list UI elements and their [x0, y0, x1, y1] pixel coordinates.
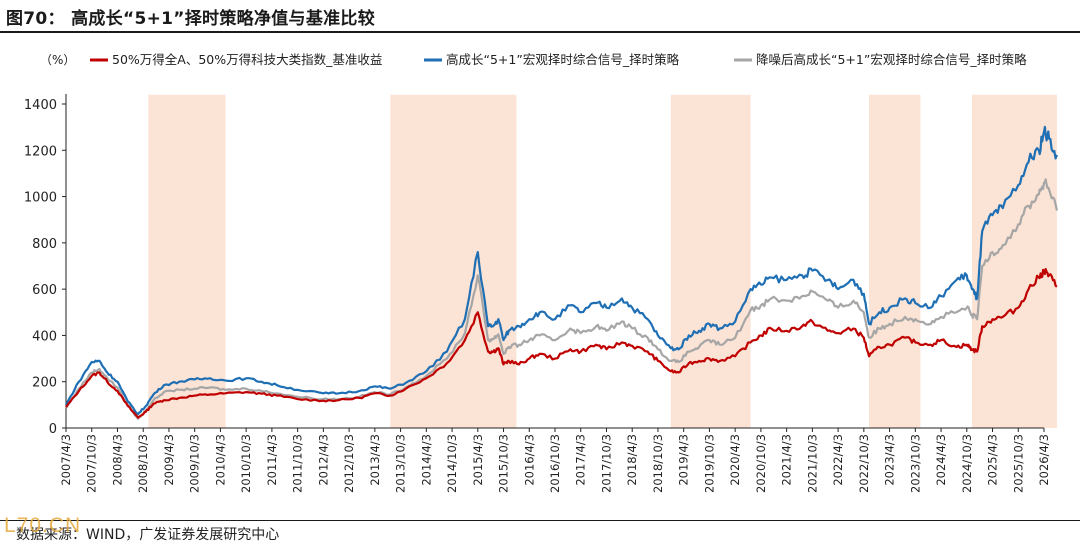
x-tick-label: 2025/10/3 [1011, 434, 1025, 493]
x-tick-label: 2009/10/3 [188, 434, 202, 493]
legend-label-2: 降噪后高成长“5+1”宏观择时综合信号_择时策略 [756, 52, 1027, 67]
x-tick-label: 2008/4/3 [110, 434, 124, 486]
x-tick-label: 2013/10/3 [394, 434, 408, 493]
legend: 50%万得全A、50%万得科技大类指数_基准收益 高成长“5+1”宏观择时综合信号… [90, 52, 1027, 67]
y-tick-label: 600 [32, 283, 57, 298]
series-line-2 [65, 178, 1058, 420]
y-tick-label: 800 [32, 237, 57, 252]
x-tick-label: 2024/10/3 [960, 434, 974, 493]
x-tick-label: 2019/4/3 [677, 434, 691, 486]
series-line-1 [65, 125, 1058, 416]
line-chart: 0 200 400 600 800 1000 1200 1400 （%） 2007/4/3 2007… [24, 52, 1058, 493]
y-tick-label: 1400 [24, 98, 57, 113]
x-tick-label: 2016/4/3 [522, 434, 536, 486]
x-tick-label: 2017/4/3 [574, 434, 588, 486]
y-unit-label: （%） [40, 53, 75, 67]
shaded-period-3 [868, 94, 921, 428]
x-tick-label: 2021/10/3 [805, 434, 819, 493]
x-tick-label: 2014/10/3 [445, 434, 459, 493]
x-tick-label: 2023/10/3 [908, 434, 922, 493]
shaded-period-2 [670, 94, 751, 428]
x-tick-label: 2022/10/3 [857, 434, 871, 493]
y-tick-label: 0 [49, 422, 57, 437]
shaded-period-0 [148, 94, 226, 428]
axes: 0 200 400 600 800 1000 1200 1400 （%） 2007/4/3 2007… [24, 53, 1051, 493]
y-tick-label: 400 [32, 329, 57, 344]
chart-title: 图70： 高成长“5+1”择时策略净值与基准比较 [6, 9, 376, 29]
watermark: L70.CN [4, 514, 82, 537]
y-tick-label: 200 [32, 376, 57, 391]
x-tick-label: 2017/10/3 [599, 434, 613, 493]
x-tick-label: 2025/4/3 [986, 434, 1000, 486]
x-tick-label: 2019/10/3 [702, 434, 716, 493]
y-tick-label: 1200 [24, 144, 57, 159]
source-note: 数据来源：WIND，广发证券发展研究中心 [16, 527, 280, 543]
y-tick-label: 1000 [24, 191, 57, 206]
legend-label-1: 高成长“5+1”宏观择时综合信号_择时策略 [446, 52, 680, 67]
title-divider [0, 31, 1080, 33]
x-tick-label: 2026/4/3 [1037, 434, 1051, 486]
x-tick-label: 2015/10/3 [497, 434, 511, 493]
x-tick-label: 2015/4/3 [471, 434, 485, 486]
x-tick-label: 2022/4/3 [831, 434, 845, 486]
x-tick-label: 2012/4/3 [316, 434, 330, 486]
shaded-periods [148, 94, 1057, 428]
x-tick-label: 2011/4/3 [265, 434, 279, 486]
x-tick-label: 2008/10/3 [136, 434, 150, 493]
x-tick-label: 2007/4/3 [59, 434, 73, 486]
x-tick-label: 2020/4/3 [728, 434, 742, 486]
x-tick-label: 2010/4/3 [213, 434, 227, 486]
x-tick-label: 2020/10/3 [754, 434, 768, 493]
x-tick-label: 2013/4/3 [368, 434, 382, 486]
x-tick-label: 2023/4/3 [883, 434, 897, 486]
x-tick-label: 2021/4/3 [780, 434, 794, 486]
series-lines [65, 125, 1058, 420]
legend-label-0: 50%万得全A、50%万得科技大类指数_基准收益 [112, 52, 382, 67]
x-tick-label: 2018/4/3 [625, 434, 639, 486]
series-line-0 [65, 268, 1058, 419]
x-tick-label: 2010/10/3 [239, 434, 253, 493]
x-tick-label: 2014/4/3 [419, 434, 433, 486]
x-tick-label: 2018/10/3 [651, 434, 665, 493]
x-tick-label: 2007/10/3 [85, 434, 99, 493]
source-divider [0, 520, 1080, 521]
x-tick-label: 2016/10/3 [548, 434, 562, 493]
x-tick-label: 2012/10/3 [342, 434, 356, 493]
x-tick-label: 2009/4/3 [162, 434, 176, 486]
x-tick-label: 2024/4/3 [934, 434, 948, 486]
shaded-period-1 [390, 94, 517, 428]
x-tick-label: 2011/10/3 [291, 434, 305, 493]
